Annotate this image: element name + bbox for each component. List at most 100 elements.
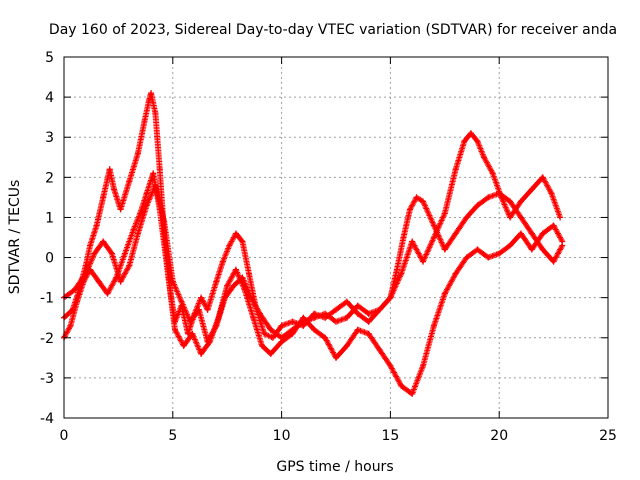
grid-layer xyxy=(64,57,608,418)
data-point xyxy=(365,330,372,337)
data-point xyxy=(278,322,285,329)
data-point xyxy=(106,166,113,173)
data-point xyxy=(100,194,107,201)
data-point xyxy=(259,342,266,349)
data-point xyxy=(267,350,274,357)
data-point xyxy=(198,350,205,357)
data-point xyxy=(161,218,168,225)
y-tick-label: -1 xyxy=(40,291,54,307)
y-tick-label: -2 xyxy=(40,331,54,347)
y-tick-label: 4 xyxy=(45,90,54,106)
data-point xyxy=(148,90,155,97)
data-point xyxy=(171,326,178,333)
data-point xyxy=(311,314,318,321)
data-point xyxy=(463,214,470,221)
trace-segment xyxy=(420,324,437,369)
trace-segment xyxy=(400,207,413,241)
data-point xyxy=(398,270,405,277)
trace-segment xyxy=(452,139,467,173)
data-point xyxy=(517,198,524,205)
y-tick-label: -4 xyxy=(40,411,54,427)
data-point xyxy=(256,310,263,317)
data-point xyxy=(226,242,233,249)
data-point xyxy=(539,174,546,181)
data-point xyxy=(134,150,141,157)
data-point xyxy=(507,214,514,221)
x-tick-label: 15 xyxy=(381,428,399,444)
data-point xyxy=(117,278,124,285)
x-axis-label: GPS time / hours xyxy=(276,459,393,475)
data-point xyxy=(406,206,413,213)
data-point xyxy=(126,262,133,269)
data-point xyxy=(474,246,481,253)
data-point xyxy=(156,166,163,173)
trace-segment xyxy=(126,151,141,185)
data-point xyxy=(204,338,211,345)
data-point xyxy=(322,334,329,341)
trace-segment xyxy=(141,99,152,125)
data-point xyxy=(452,166,459,173)
data-point xyxy=(87,242,94,249)
data-point xyxy=(278,334,285,341)
data-point xyxy=(322,310,329,317)
data-point xyxy=(474,202,481,209)
data-point xyxy=(343,298,350,305)
data-point xyxy=(169,278,176,285)
data-point xyxy=(393,266,400,273)
data-point xyxy=(245,270,252,277)
data-point xyxy=(222,294,229,301)
data-point xyxy=(496,190,503,197)
tick-label-layer: 0 5 10 15 20 25 -4 -3 -2 -1 0 1 2 3 4 5 xyxy=(40,50,617,444)
data-point xyxy=(365,310,372,317)
trace-segment xyxy=(87,223,100,249)
data-point xyxy=(189,330,196,337)
x-tick-label: 20 xyxy=(490,428,508,444)
data-point xyxy=(152,182,159,189)
data-point xyxy=(230,282,237,289)
data-point xyxy=(420,258,427,265)
data-point xyxy=(232,230,239,237)
data-point xyxy=(507,242,514,249)
trace-segment xyxy=(117,179,132,213)
data-point xyxy=(178,298,185,305)
data-point xyxy=(539,230,546,237)
data-point xyxy=(441,210,448,217)
data-point xyxy=(539,246,546,253)
data-point xyxy=(430,234,437,241)
tick-layer xyxy=(63,56,609,419)
data-point xyxy=(248,294,255,301)
series-trace-3 xyxy=(61,182,566,345)
y-tick-label: -3 xyxy=(40,371,54,387)
data-point xyxy=(485,254,492,261)
data-point xyxy=(413,194,420,201)
data-point xyxy=(104,290,111,297)
data-point xyxy=(145,98,152,105)
data-point xyxy=(311,326,318,333)
data-point xyxy=(550,258,557,265)
data-point xyxy=(213,278,220,285)
data-point xyxy=(461,138,468,145)
data-point xyxy=(463,254,470,261)
data-point xyxy=(354,302,361,309)
data-point xyxy=(108,250,115,257)
data-point xyxy=(165,274,172,281)
data-point xyxy=(557,214,564,221)
data-point xyxy=(121,250,128,257)
data-point xyxy=(67,322,74,329)
data-point xyxy=(261,330,268,337)
data-point xyxy=(409,238,416,245)
data-point xyxy=(130,226,137,233)
data-point xyxy=(71,286,78,293)
data-point xyxy=(300,318,307,325)
data-point xyxy=(213,322,220,329)
data-point xyxy=(333,318,339,325)
data-point xyxy=(141,118,148,125)
data-point xyxy=(143,202,150,209)
data-point xyxy=(187,318,194,325)
data-point xyxy=(376,346,383,353)
data-point xyxy=(467,130,474,137)
data-point xyxy=(376,306,383,313)
data-point xyxy=(93,222,100,229)
data-point xyxy=(474,138,481,145)
